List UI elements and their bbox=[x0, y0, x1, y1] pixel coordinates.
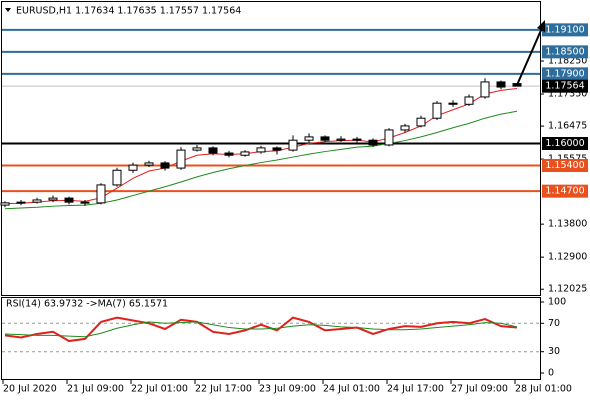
candle-body bbox=[352, 138, 362, 141]
level-label: 1.16000 bbox=[545, 138, 584, 149]
x-tick-label: 24 Jul 01:00 bbox=[323, 384, 380, 395]
level-label: 1.18500 bbox=[545, 46, 584, 57]
x-tick-label: 21 Jul 09:00 bbox=[67, 384, 124, 395]
candle-body bbox=[144, 162, 154, 166]
y-tick-label: 70 bbox=[548, 318, 560, 329]
y-tick-label: 1.13800 bbox=[548, 219, 587, 230]
candle-body bbox=[448, 102, 458, 105]
level-label-box bbox=[542, 184, 588, 198]
candle-body bbox=[208, 147, 218, 154]
candle-body bbox=[16, 201, 26, 204]
level-label: 1.17900 bbox=[545, 68, 584, 79]
y-tick-label: 1.12900 bbox=[548, 252, 587, 263]
candle-body bbox=[112, 169, 122, 186]
level-label-box bbox=[542, 67, 588, 81]
indicator-line bbox=[4, 321, 518, 338]
plot-layer: 1.182501.173501.164751.155751.138001.129… bbox=[0, 23, 588, 395]
candle-body bbox=[256, 147, 266, 153]
candle-body bbox=[336, 138, 346, 141]
candle-body bbox=[128, 164, 138, 171]
y-tick-label: 30 bbox=[548, 346, 560, 357]
y-tick-label: 0 bbox=[548, 368, 554, 379]
candle-body bbox=[432, 102, 442, 119]
candle-body bbox=[32, 199, 42, 203]
level-label-box bbox=[542, 158, 588, 172]
rsi-panel bbox=[1, 297, 541, 380]
candle-body bbox=[176, 149, 186, 169]
y-tick-label: 1.18250 bbox=[548, 56, 587, 67]
x-tick-label: 20 Jul 2020 bbox=[3, 384, 57, 395]
candle-body bbox=[480, 81, 490, 98]
moving-average bbox=[4, 110, 518, 210]
candle-body bbox=[224, 152, 234, 156]
candle-body bbox=[304, 136, 314, 141]
candle-body bbox=[0, 202, 10, 206]
level-label-box bbox=[542, 137, 588, 151]
candle-body bbox=[192, 147, 202, 151]
x-tick-label: 27 Jul 09:00 bbox=[451, 384, 508, 395]
candle-body bbox=[496, 81, 506, 88]
x-tick-label: 24 Jul 17:00 bbox=[387, 384, 444, 395]
candle-body bbox=[272, 147, 282, 151]
candle-body bbox=[64, 197, 74, 203]
candle-body bbox=[96, 184, 106, 204]
x-tick-label: 22 Jul 17:00 bbox=[195, 384, 252, 395]
last-price-label: 1.17564 bbox=[545, 81, 584, 92]
arrow-head bbox=[537, 20, 545, 32]
x-tick-label: 23 Jul 09:00 bbox=[259, 384, 316, 395]
candle-body bbox=[160, 162, 170, 169]
level-label: 1.14700 bbox=[545, 186, 584, 197]
candle-body bbox=[80, 201, 90, 204]
candle-body bbox=[464, 96, 474, 105]
y-tick-label: 1.12025 bbox=[548, 284, 587, 295]
arrow-line bbox=[516, 27, 543, 86]
level-label: 1.15400 bbox=[545, 160, 584, 171]
candle-body bbox=[320, 136, 330, 141]
candle-body bbox=[48, 197, 58, 201]
y-tick-label: 1.16475 bbox=[548, 121, 587, 132]
candle-body bbox=[368, 139, 378, 146]
y-tick-label: 1.17350 bbox=[548, 89, 587, 100]
price-panel bbox=[1, 1, 541, 296]
menu-triangle bbox=[5, 8, 11, 12]
y-tick-label: 100 bbox=[548, 297, 566, 308]
price-title: EURUSD,H1 1.17634 1.17635 1.17557 1.1756… bbox=[16, 6, 241, 17]
candle-body bbox=[288, 139, 298, 151]
level-label-box bbox=[542, 23, 588, 37]
level-label-box bbox=[542, 45, 588, 59]
rsi-title: RSI(14) 63.9732 ->MA(7) 65.1571 bbox=[6, 299, 168, 310]
candle-body bbox=[416, 117, 426, 127]
indicator-line bbox=[4, 316, 518, 343]
candle-body bbox=[400, 125, 410, 131]
x-tick-label: 22 Jul 01:00 bbox=[131, 384, 188, 395]
candle-body bbox=[240, 151, 250, 156]
candle-body bbox=[384, 129, 394, 146]
last-price-box bbox=[542, 79, 588, 93]
x-tick-label: 28 Jul 01:00 bbox=[515, 384, 572, 395]
level-label: 1.19100 bbox=[545, 24, 584, 35]
